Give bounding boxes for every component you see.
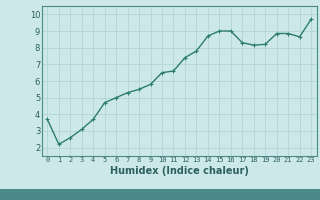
X-axis label: Humidex (Indice chaleur): Humidex (Indice chaleur) xyxy=(110,166,249,176)
